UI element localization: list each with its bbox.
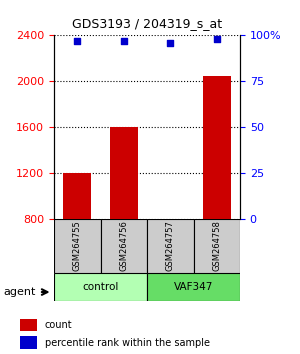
Text: GDS3193 / 204319_s_at: GDS3193 / 204319_s_at: [72, 17, 222, 30]
Text: GSM264756: GSM264756: [119, 221, 128, 272]
Point: [168, 40, 173, 46]
FancyBboxPatch shape: [147, 273, 240, 301]
FancyBboxPatch shape: [147, 219, 194, 273]
Text: percentile rank within the sample: percentile rank within the sample: [45, 338, 210, 348]
Bar: [20, 336, 37, 349]
Point: [75, 38, 80, 44]
Bar: [203, 76, 231, 219]
FancyBboxPatch shape: [54, 273, 147, 301]
FancyBboxPatch shape: [54, 219, 100, 273]
Text: VAF347: VAF347: [174, 282, 213, 292]
Point: [214, 36, 219, 42]
Text: control: control: [82, 282, 119, 292]
Bar: [110, 127, 138, 219]
Text: GSM264755: GSM264755: [73, 221, 82, 272]
Bar: [63, 173, 91, 219]
Text: agent: agent: [3, 287, 35, 297]
FancyBboxPatch shape: [194, 219, 240, 273]
Bar: [20, 319, 37, 331]
Point: [122, 38, 126, 44]
Text: GSM264757: GSM264757: [166, 221, 175, 272]
Text: GSM264758: GSM264758: [212, 221, 221, 272]
FancyBboxPatch shape: [100, 219, 147, 273]
Text: count: count: [45, 320, 72, 330]
